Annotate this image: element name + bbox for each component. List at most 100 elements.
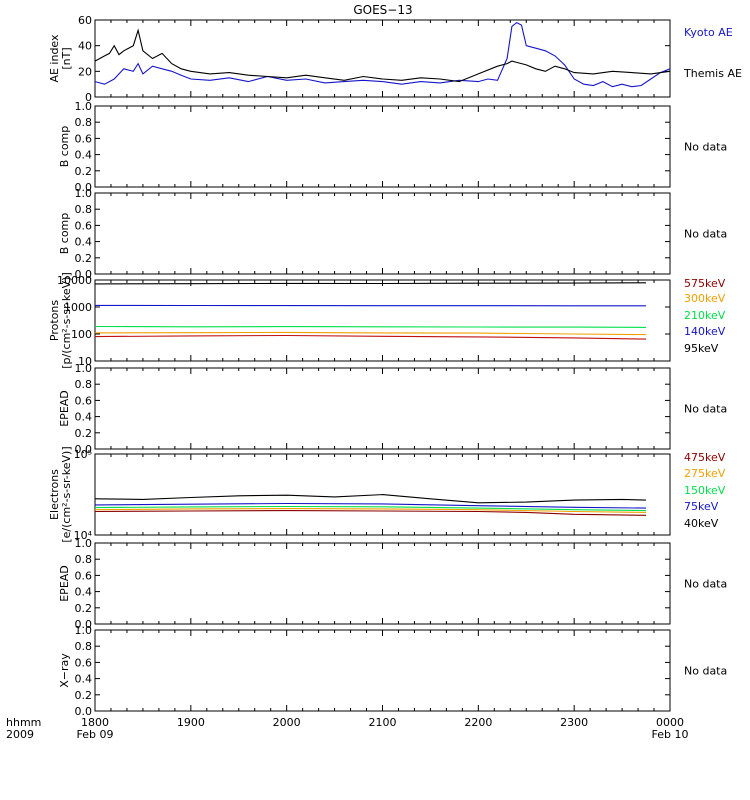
x-tick-label: 2000 (273, 716, 301, 729)
panel-frame (94, 279, 671, 362)
y-tick-label: 0.8 (75, 116, 93, 129)
y-axis-label: AE index (48, 34, 61, 83)
y-axis-label: EPEAD (58, 390, 71, 427)
no-data-note: No data (684, 665, 727, 678)
y-axis-label-units: [p/(cm²-s-sr-keV)] (60, 272, 73, 369)
time-axis-format-label: hhmm (6, 716, 41, 729)
y-tick-label: 20 (78, 65, 92, 78)
y-tick-label: 0.4 (75, 673, 93, 686)
series-line-themis-ae (94, 28, 671, 83)
x-tick-label: 0000 (656, 716, 684, 729)
y-tick-label: 0.0 (75, 443, 93, 456)
legend-entry: 475keV (684, 451, 726, 464)
panel-frame (94, 192, 671, 275)
y-tick-label: 10000 (57, 274, 92, 287)
y-tick-label: 0.4 (75, 411, 93, 424)
y-tick-label: 10 (78, 355, 92, 368)
series-line-75kev (94, 502, 647, 509)
legend-entry: 275keV (684, 467, 726, 480)
no-data-note: No data (684, 141, 727, 154)
panel-frame (94, 105, 671, 188)
panel-frame (94, 19, 671, 98)
y-tick-label: 1.0 (75, 537, 93, 550)
y-axis-label-units: [e/(cm²-s-sr-keV)] (60, 446, 73, 542)
y-tick-label: 0.0 (75, 618, 93, 631)
legend-entry: Kyoto AE (684, 26, 733, 39)
y-axis-label: EPEAD (58, 565, 71, 602)
panel-frame (94, 542, 671, 625)
y-tick-label: 0.2 (75, 689, 93, 702)
x-tick-label: 1800 (81, 716, 109, 729)
series-line-150kev (94, 505, 647, 512)
y-axis-label: Protons (48, 300, 61, 341)
y-tick-label: 0.6 (75, 394, 93, 407)
series-line-red-line (94, 334, 647, 340)
series-line-orange-line (94, 331, 647, 336)
y-tick-label: 0.4 (75, 236, 93, 249)
legend-entry: 575keV (684, 277, 726, 290)
y-tick-label: 1.0 (75, 100, 93, 113)
series-line-210kev (94, 325, 647, 328)
series-line-40kev (94, 494, 647, 504)
y-tick-label: 1.0 (75, 624, 93, 637)
time-axis-year-label: 2009 (6, 728, 34, 741)
panel-ae-index: 0 20 40 60 AE index [nT] Kyoto AE Themis AE (48, 14, 742, 104)
series-line-275kev (94, 508, 647, 513)
y-tick-label: 0.4 (75, 149, 93, 162)
y-axis-label-units: [nT] (60, 47, 73, 69)
panel-b-comp-1: 0.0 0.2 0.4 0.6 0.8 1.0 B comp No data (58, 100, 727, 194)
y-tick-label: 0.4 (75, 586, 93, 599)
y-axis-label: Electrons (48, 469, 61, 520)
panel-frame (94, 367, 671, 450)
y-tick-label: 0.8 (75, 553, 93, 566)
no-data-note: No data (684, 403, 727, 416)
y-tick-label: 0.0 (75, 268, 93, 281)
y-axis-label: X−ray (58, 653, 71, 688)
x-tick-label: 2100 (369, 716, 397, 729)
y-tick-label: 0.2 (75, 252, 93, 265)
y-tick-label: 10⁵ (74, 448, 92, 461)
y-tick-label: 10⁴ (74, 529, 93, 542)
legend-entry: 300keV (684, 292, 726, 305)
panel-epead-1: 0.0 0.2 0.4 0.6 0.8 1.0 EPEAD No data (58, 362, 727, 456)
series-line-95kev (94, 282, 647, 285)
no-data-note: No data (684, 578, 727, 591)
y-tick-label: 0.2 (75, 602, 93, 615)
no-data-note: No data (684, 228, 727, 241)
y-tick-label: 0.8 (75, 203, 93, 216)
y-tick-label: 0.0 (75, 705, 93, 718)
legend-entry: 150keV (684, 484, 726, 497)
series-line-475kev (94, 510, 647, 516)
y-axis-label: B comp (58, 213, 71, 255)
end-date-label: Feb 10 (652, 728, 689, 741)
legend-entry: 95keV (684, 342, 719, 355)
chart-title: GOES−13 (353, 3, 412, 17)
panel-electrons: 10⁴ 10⁵ Electrons [e/(cm²-s-sr-keV)] 475keV 2… (48, 446, 726, 542)
y-tick-label: 0.6 (75, 569, 93, 582)
legend-entry: 40keV (684, 517, 719, 530)
panel-protons: 10 100 1000 10000 Protons [p/(cm²-s-sr-keV)] 5… (48, 272, 726, 369)
y-tick-label: 0.2 (75, 427, 93, 440)
y-tick-label: 0.8 (75, 640, 93, 653)
y-axis-label: B comp (58, 126, 71, 168)
y-tick-label: 60 (78, 14, 92, 27)
y-tick-label: 0.2 (75, 165, 93, 178)
y-tick-label: 0.0 (75, 181, 93, 194)
panel-frame (94, 629, 671, 712)
panel-x-ray: 0.0 0.2 0.4 0.6 0.8 1.0 X−ray No data (58, 624, 727, 718)
y-tick-label: 40 (78, 40, 92, 53)
y-tick-label: 0.8 (75, 378, 93, 391)
y-tick-label: 1000 (64, 301, 92, 314)
y-tick-label: 1.0 (75, 187, 93, 200)
y-tick-label: 0 (85, 91, 92, 104)
x-tick-label: 2300 (560, 716, 588, 729)
series-line-kyoto-ae (94, 21, 671, 88)
y-tick-label: 1.0 (75, 362, 93, 375)
legend-entry: 140keV (684, 325, 726, 338)
panel-epead-2: 0.0 0.2 0.4 0.6 0.8 1.0 EPEAD No data (58, 537, 727, 631)
x-tick-label: 2200 (464, 716, 492, 729)
y-tick-label: 0.6 (75, 132, 93, 145)
x-tick-label: 1900 (177, 716, 205, 729)
y-tick-label: 100 (71, 328, 92, 341)
